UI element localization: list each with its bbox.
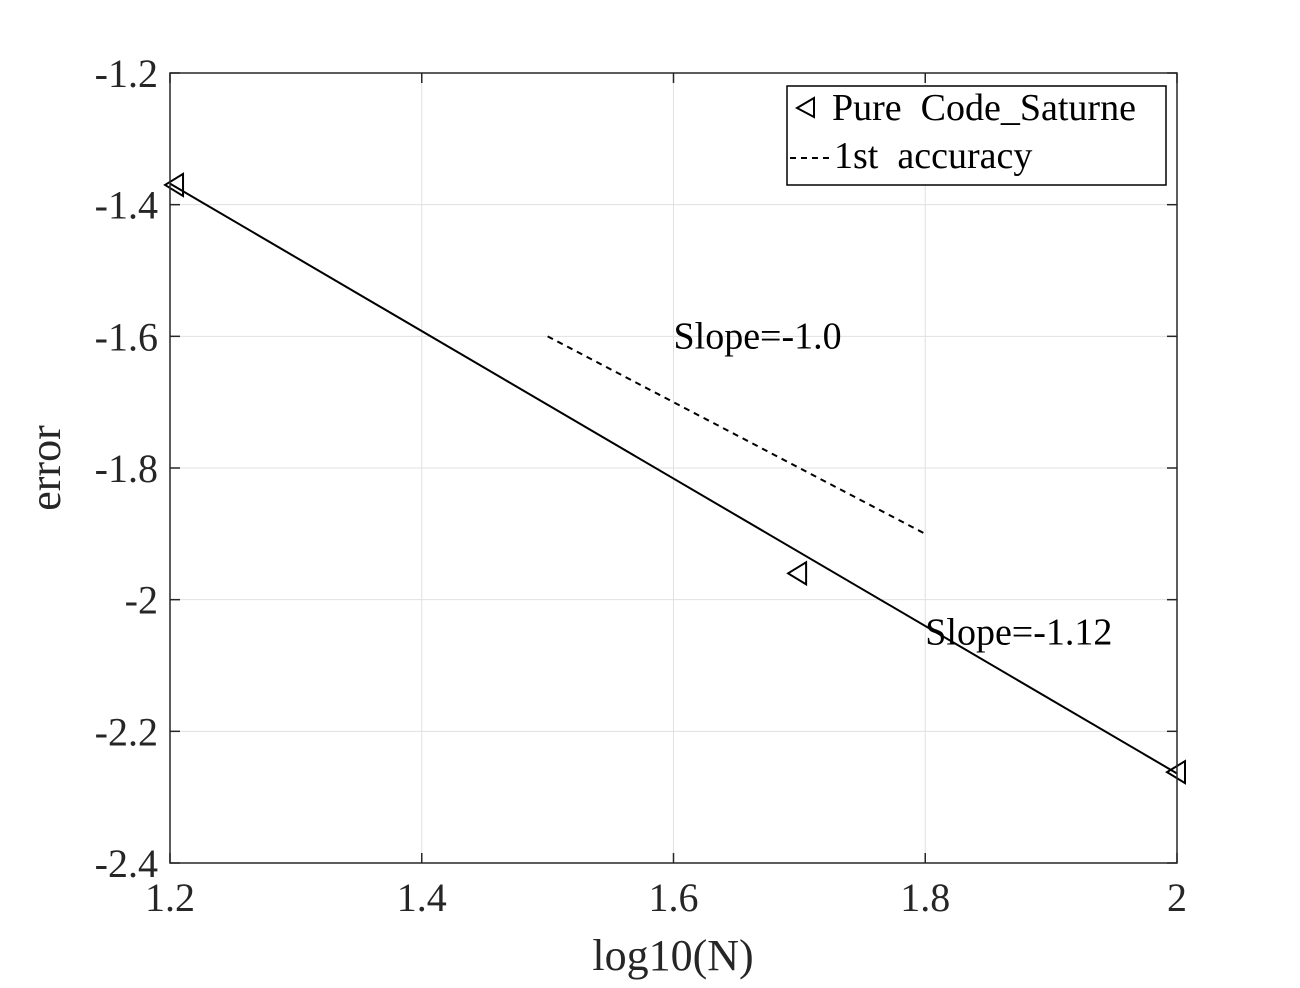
ticks: 1.2 1.4 1.6 1.8 2 -2.4 -2.2 -2 -1.8 -1.6 -1.4 -1.2 — [95, 51, 1187, 920]
fit-line — [169, 182, 1178, 775]
y-tick-label: -1.8 — [95, 446, 158, 491]
y-tick-label: -1.2 — [95, 51, 158, 96]
y-tick-label: -2.4 — [95, 841, 158, 886]
legend-label-1st-accuracy: 1st accuracy — [834, 135, 1032, 177]
data-point-triangle-marker — [163, 172, 185, 198]
legend-box — [786, 85, 1167, 186]
data-point-triangle-marker — [1165, 759, 1186, 785]
x-tick-label: 1.6 — [649, 875, 699, 920]
slope-annotation: Slope=-1.0 — [674, 315, 842, 357]
axes-box — [169, 72, 1178, 864]
legend-label-pure-code-saturne: Pure Code_Saturne — [832, 87, 1136, 129]
y-tick-label: -1.4 — [95, 183, 158, 228]
y-tick-label: -2 — [125, 578, 158, 623]
y-tick-label: -2.2 — [95, 709, 158, 754]
series — [163, 172, 1186, 785]
grid — [169, 72, 1178, 864]
slope-annotation: Slope=-1.12 — [925, 612, 1112, 654]
data-point-triangle-marker — [786, 560, 808, 587]
first-order-reference-line — [547, 335, 926, 535]
x-tick-label: 1.8 — [900, 875, 950, 920]
y-tick-label: -1.6 — [95, 314, 158, 359]
x-tick-label: 1.4 — [397, 875, 447, 920]
legend-marker-triangle-left-icon — [794, 96, 815, 119]
y-axis-label: error — [21, 425, 70, 511]
x-tick-label: 1.2 — [145, 875, 195, 920]
annotations: Slope=-1.0 Slope=-1.12 — [674, 315, 1113, 653]
x-axis-label: log10(N) — [592, 931, 753, 980]
legend: Pure Code_Saturne 1st accuracy — [786, 85, 1167, 186]
x-tick-label: 2 — [1167, 875, 1187, 920]
